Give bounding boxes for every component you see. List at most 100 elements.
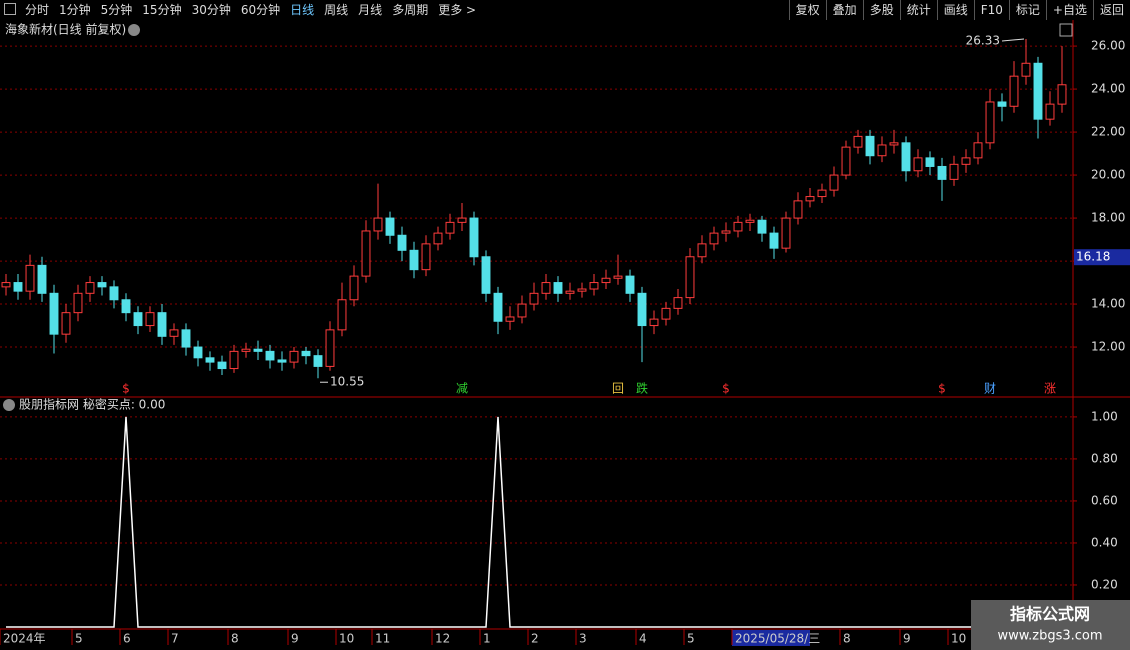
- x-tick-label: 8: [843, 632, 851, 646]
- toolbar-item[interactable]: 统计: [899, 0, 937, 20]
- candle-body: [241, 348, 251, 352]
- candle-body: [1033, 62, 1043, 120]
- x-tick-label: 11: [375, 632, 390, 646]
- toolbar-item[interactable]: F10: [973, 0, 1009, 20]
- x-tick-label: 2: [531, 632, 539, 646]
- toolbar-item[interactable]: 叠加: [825, 0, 863, 20]
- panel-toggle[interactable]: [1059, 23, 1073, 37]
- candle-body: [397, 234, 407, 251]
- candle-body: [649, 318, 659, 327]
- toolbar-item[interactable]: 60分钟: [240, 3, 281, 17]
- candle-body: [949, 163, 959, 180]
- candle-body: [865, 135, 875, 157]
- watermark-box: [971, 600, 1130, 650]
- candle-body: [61, 312, 71, 335]
- toolbar-item[interactable]: 返回: [1092, 0, 1130, 20]
- signal-marker: 财: [984, 382, 996, 396]
- candle-body: [229, 350, 239, 370]
- candle-body: [685, 256, 695, 299]
- price-title: 海象新材(日线 前复权): [5, 22, 126, 37]
- candle-body: [1045, 103, 1055, 120]
- toolbar-item[interactable]: 更多 >: [438, 3, 477, 17]
- candle-body: [481, 256, 491, 294]
- candle-body: [181, 329, 191, 348]
- signal-marker: 减: [456, 382, 468, 396]
- y-tick-label: 18.00: [1091, 211, 1125, 225]
- candle-body: [565, 290, 575, 294]
- watermark-title: 指标公式网: [1010, 605, 1090, 624]
- candle-body: [997, 101, 1007, 107]
- candle-body: [1021, 62, 1031, 77]
- signal-marker: 跌: [636, 381, 648, 396]
- candle-body: [601, 277, 611, 284]
- toolbar-item[interactable]: 30分钟: [191, 3, 231, 17]
- candle-body: [193, 346, 203, 359]
- candle-body: [961, 157, 971, 165]
- candle-body: [157, 312, 167, 337]
- candle-body: [673, 297, 683, 309]
- candle-body: [301, 350, 311, 357]
- title-menu-icon[interactable]: [128, 24, 140, 36]
- cursor-price-box: [1074, 249, 1130, 266]
- candle-body: [637, 292, 647, 327]
- candle-body: [109, 286, 119, 301]
- candle-body: [217, 361, 227, 370]
- toolbar-item[interactable]: 画线: [936, 0, 974, 20]
- candle-body: [805, 196, 815, 202]
- candle-body: [901, 142, 911, 172]
- candle-body: [1057, 84, 1067, 105]
- toolbar-item[interactable]: 多周期: [392, 3, 429, 17]
- toolbar-item[interactable]: +自选: [1045, 0, 1093, 20]
- candle-body: [349, 275, 359, 301]
- toolbar-item[interactable]: 周线: [324, 3, 349, 17]
- candle-body: [829, 174, 839, 191]
- min-label: 10.55: [330, 375, 364, 389]
- candle-body: [421, 243, 431, 271]
- indicator-line: [6, 416, 1062, 628]
- candle-body: [445, 221, 455, 234]
- candle-body: [877, 144, 887, 157]
- y-tick-label: 0.60: [1091, 493, 1118, 507]
- candle-body: [49, 292, 59, 335]
- candle-body: [433, 232, 443, 245]
- y-tick-label: 0.40: [1091, 535, 1118, 549]
- candle-body: [277, 359, 287, 363]
- candle-body: [541, 282, 551, 294]
- candle-body: [925, 157, 935, 167]
- candle-body: [817, 189, 827, 198]
- toolbar-item[interactable]: 日线: [290, 3, 315, 17]
- candle-body: [97, 282, 107, 288]
- signal-marker: $: [938, 382, 946, 396]
- signal-marker: 回: [612, 382, 624, 396]
- x-tick-label: 3: [579, 632, 587, 646]
- y-tick-label: 26.00: [1091, 39, 1125, 53]
- toolbar-item[interactable]: 1分钟: [59, 3, 91, 17]
- y-tick-label: 20.00: [1091, 168, 1125, 182]
- toolbar-item[interactable]: 15分钟: [142, 3, 182, 17]
- x-tick-label: 2025/05/28/三: [735, 632, 820, 646]
- x-tick-label: 5: [75, 632, 83, 646]
- candle-body: [757, 219, 767, 234]
- candle-body: [289, 350, 299, 363]
- y-tick-label: 0.20: [1091, 577, 1118, 591]
- candle-body: [781, 217, 791, 249]
- candle-body: [853, 135, 863, 148]
- candle-body: [589, 282, 599, 290]
- toolbar-item[interactable]: 标记: [1008, 0, 1046, 20]
- candle-body: [1009, 75, 1019, 107]
- max-label: 26.33: [966, 33, 1000, 47]
- candle-body: [205, 357, 215, 363]
- menu-icon[interactable]: [4, 3, 16, 15]
- toolbar-item[interactable]: 复权: [788, 0, 826, 20]
- toolbar-item[interactable]: 多股: [862, 0, 900, 20]
- candle-body: [133, 312, 143, 327]
- toolbar-item[interactable]: 5分钟: [100, 3, 133, 17]
- candle-body: [337, 299, 347, 331]
- indicator-menu-icon[interactable]: [3, 399, 15, 411]
- y-tick-label: 1.00: [1091, 409, 1118, 423]
- toolbar-item[interactable]: 月线: [358, 3, 383, 17]
- candle-body: [793, 200, 803, 219]
- candle-body: [85, 282, 95, 294]
- y-tick-label: 24.00: [1091, 82, 1125, 96]
- toolbar-item[interactable]: 分时: [25, 3, 50, 17]
